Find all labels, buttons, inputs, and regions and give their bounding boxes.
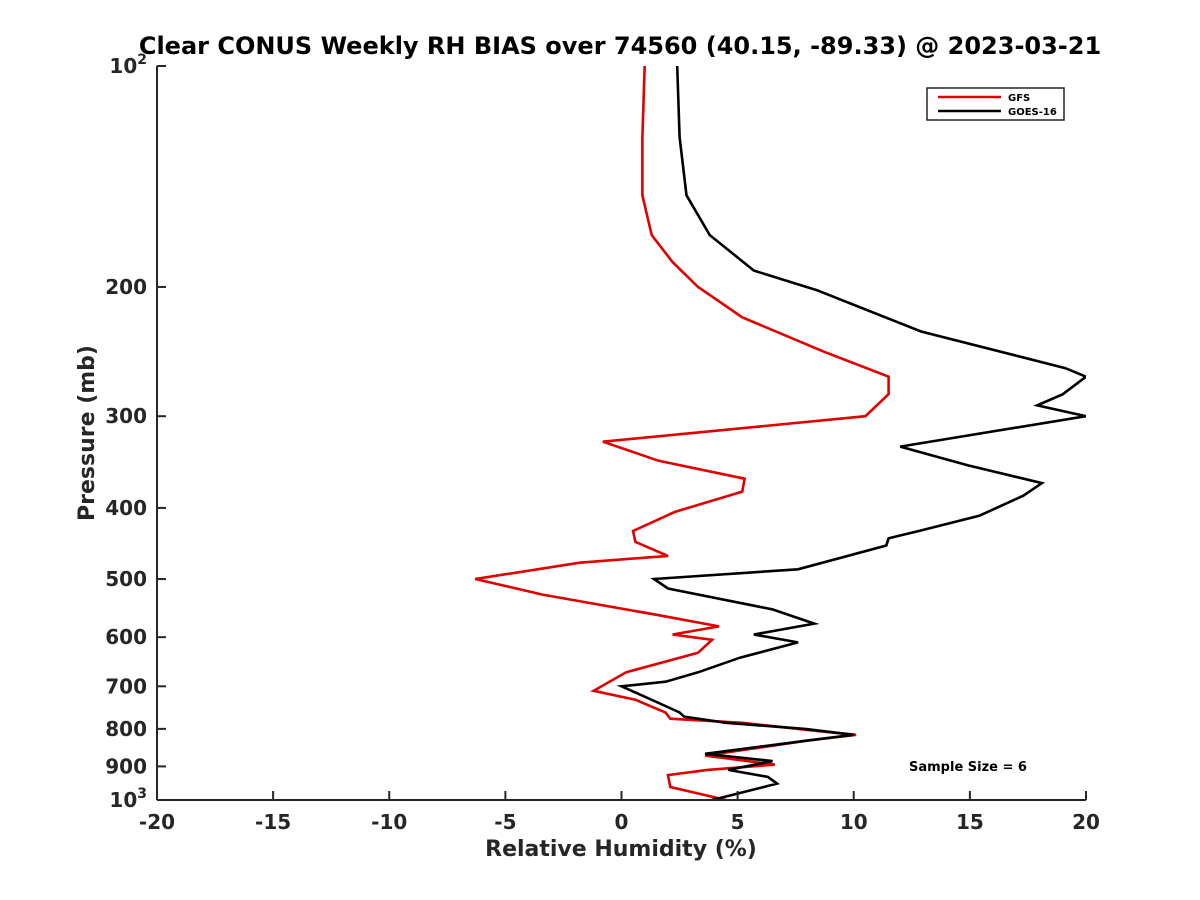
series-line-goes-16: [616, 66, 1086, 800]
x-tick-label: -5: [494, 810, 516, 834]
legend-label-goes-16: GOES-16: [1008, 107, 1057, 118]
legend-box: [926, 87, 1065, 121]
x-tick-label: 20: [1072, 810, 1100, 834]
legend: GFS GOES-16: [926, 87, 1065, 121]
x-tick-label: -15: [255, 810, 291, 834]
y-tick-label: 500: [105, 567, 147, 591]
y-axis-label: Pressure (mb): [75, 345, 100, 521]
y-tick-label: 300: [105, 404, 147, 428]
x-tick-label: -20: [139, 810, 175, 834]
x-tick-label: 0: [615, 810, 629, 834]
y-tick-label: 800: [105, 717, 147, 741]
y-tick-label: 200: [105, 275, 147, 299]
sample-size-annotation: Sample Size = 6: [909, 760, 1027, 775]
x-tick-label: 5: [731, 810, 745, 834]
x-tick-label: 15: [956, 810, 984, 834]
series-lines: [474, 66, 1086, 800]
x-tick-label: -10: [371, 810, 407, 834]
y-tick-label: 600: [105, 625, 147, 649]
y-tick-label: 102: [109, 52, 147, 78]
x-axis-label: Relative Humidity (%): [485, 837, 757, 862]
axes: -20 -15 -10 -5 0 5 10 15 20 102 200 300 400 500 600 700…: [105, 52, 1100, 834]
legend-label-gfs: GFS: [1008, 93, 1030, 104]
y-tick-label: 400: [105, 496, 147, 520]
y-tick-label: 700: [105, 674, 147, 698]
x-tick-label: 10: [840, 810, 868, 834]
y-tick-label: 103: [109, 786, 147, 812]
chart-title: Clear CONUS Weekly RH BIAS over 74560 (4…: [139, 32, 1101, 60]
y-tick-label: 900: [105, 754, 147, 778]
